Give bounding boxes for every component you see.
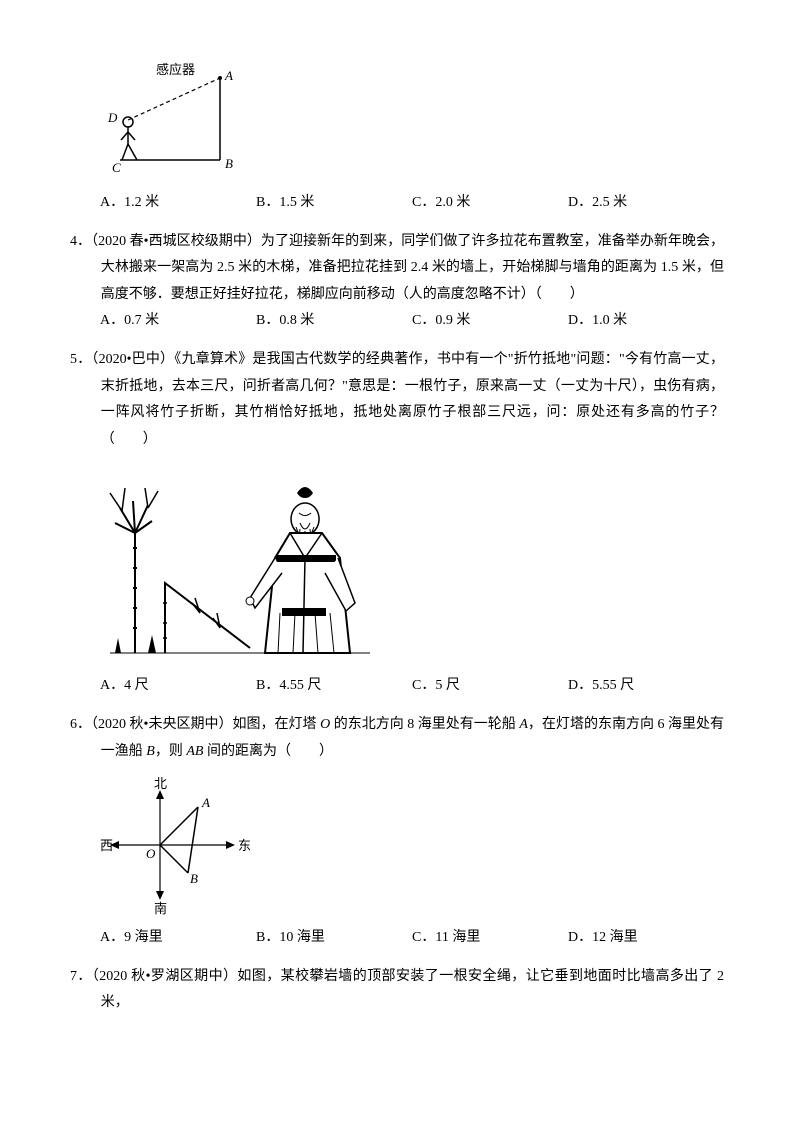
q6-text-mid3: ，则 <box>155 744 187 759</box>
svg-text:B: B <box>225 156 233 171</box>
svg-text:B: B <box>190 871 198 886</box>
q5-figure <box>100 463 724 663</box>
q6-text-prefix: 如图，在灯塔 <box>233 717 321 732</box>
sensor-label: 感应器 <box>156 62 195 77</box>
q5-number: 5． <box>70 352 91 367</box>
svg-text:北: 北 <box>154 776 167 791</box>
q6-text-end: 间的距离为（ ） <box>203 744 333 759</box>
question-7: 7．（2020 秋•罗湖区期中）如图，某校攀岩墙的顶部安装了一根安全绳，让它垂到… <box>70 964 724 1017</box>
q7-source: （2020 秋•罗湖区期中） <box>92 969 238 984</box>
svg-text:D: D <box>107 110 118 125</box>
q6-option-d: D．12 海里 <box>568 925 724 952</box>
svg-text:南: 南 <box>154 901 167 915</box>
q3-option-c: C．2.0 米 <box>412 190 568 217</box>
q5-option-b: B．4.55 尺 <box>256 673 412 700</box>
q3-figure: 感应器 A B C D <box>100 60 724 180</box>
q5-option-d: D．5.55 尺 <box>568 673 724 700</box>
q4-option-d: D．1.0 米 <box>568 308 724 335</box>
q5-option-a: A．4 尺 <box>100 673 256 700</box>
q4-option-a: A．0.7 米 <box>100 308 256 335</box>
q5-source: （2020•巴中） <box>91 352 174 367</box>
q6-option-a: A．9 海里 <box>100 925 256 952</box>
q5-text: 《九章算术》是我国古代数学的经典著作，书中有一个"折竹抵地"问题："今有竹高一丈… <box>101 352 724 447</box>
q4-option-b: B．0.8 米 <box>256 308 412 335</box>
svg-text:C: C <box>112 160 121 175</box>
q7-number: 7． <box>70 969 92 984</box>
q4-options: A．0.7 米 B．0.8 米 C．0.9 米 D．1.0 米 <box>100 308 724 335</box>
q6-AB: AB <box>186 744 203 759</box>
q3-options: A．1.2 米 B．1.5 米 C．2.0 米 D．2.5 米 <box>100 190 724 217</box>
q3-option-d: D．2.5 米 <box>568 190 724 217</box>
svg-text:西: 西 <box>100 838 113 853</box>
q6-options: A．9 海里 B．10 海里 C．11 海里 D．12 海里 <box>100 925 724 952</box>
svg-text:A: A <box>224 68 233 83</box>
q6-source: （2020 秋•未央区期中） <box>91 717 232 732</box>
q3-option-a: A．1.2 米 <box>100 190 256 217</box>
q6-option-c: C．11 海里 <box>412 925 568 952</box>
q3-option-b: B．1.5 米 <box>256 190 412 217</box>
q5-option-c: C．5 尺 <box>412 673 568 700</box>
q6-figure: 北 南 东 西 A B O <box>100 775 724 915</box>
q6-A: A <box>519 717 528 732</box>
question-4: 4．（2020 春•西城区校级期中）为了迎接新年的到来，同学们做了许多拉花布置教… <box>70 229 724 335</box>
q4-number: 4． <box>70 234 91 249</box>
q6-text-mid1: 的东北方向 8 海里处有一轮船 <box>330 717 519 732</box>
svg-text:O: O <box>146 846 156 861</box>
q6-B: B <box>146 744 155 759</box>
q6-number: 6． <box>70 717 91 732</box>
q4-option-c: C．0.9 米 <box>412 308 568 335</box>
svg-text:东: 东 <box>238 838 251 853</box>
question-6: 6．（2020 秋•未央区期中）如图，在灯塔 O 的东北方向 8 海里处有一轮船… <box>70 712 724 952</box>
question-5: 5．（2020•巴中）《九章算术》是我国古代数学的经典著作，书中有一个"折竹抵地… <box>70 347 724 700</box>
q6-O: O <box>320 717 330 732</box>
q6-option-b: B．10 海里 <box>256 925 412 952</box>
svg-text:A: A <box>201 795 210 810</box>
q5-options: A．4 尺 B．4.55 尺 C．5 尺 D．5.55 尺 <box>100 673 724 700</box>
q4-source: （2020 春•西城区校级期中） <box>91 234 261 249</box>
